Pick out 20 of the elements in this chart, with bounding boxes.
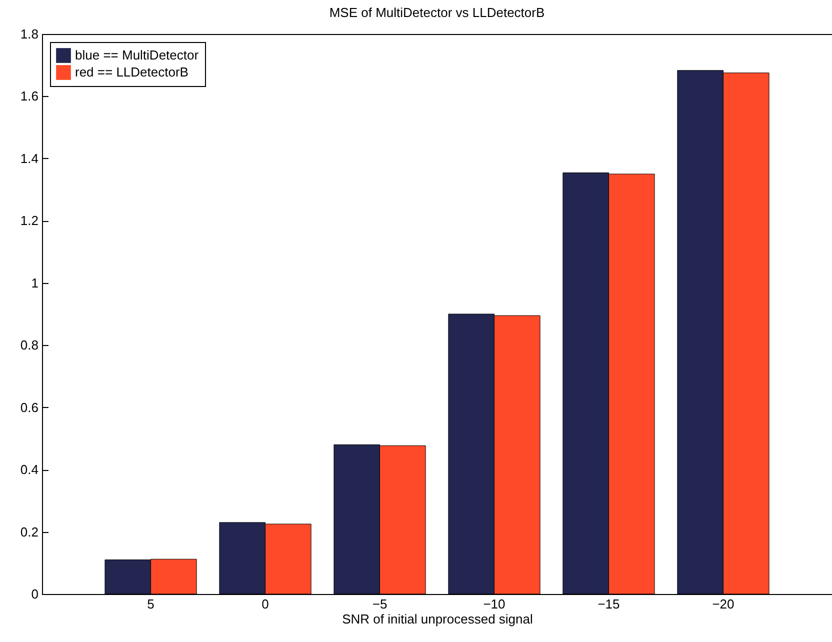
x-tick-label: −10	[483, 596, 506, 612]
x-axis-title: SNR of initial unprocessed signal	[342, 612, 533, 626]
y-tick-label: 1.4	[20, 150, 38, 166]
x-tick-label: −15	[598, 596, 620, 612]
y-tick-label: 0	[31, 586, 38, 602]
legend-label: blue == MultiDetector	[75, 48, 200, 62]
x-tick-label: −20	[712, 596, 734, 612]
chart-title: MSE of MultiDetector vs LLDetectorB	[329, 5, 545, 20]
x-tick-label: 5	[147, 596, 154, 612]
y-tick-label: 0.4	[20, 462, 38, 478]
y-tick-label: 1.8	[20, 26, 38, 42]
y-tick-label: 1.6	[20, 88, 38, 104]
x-tick-label: −5	[372, 596, 388, 612]
legend-label: red == LLDetectorB	[75, 64, 188, 80]
x-tick-label: 0	[262, 596, 269, 612]
y-tick-label: 1	[31, 275, 38, 290]
y-tick-label: 0.8	[20, 338, 38, 353]
y-tick-label: 0.2	[20, 524, 38, 540]
y-tick-label: 1.2	[20, 213, 38, 228]
y-tick-label: 0.6	[20, 400, 38, 415]
